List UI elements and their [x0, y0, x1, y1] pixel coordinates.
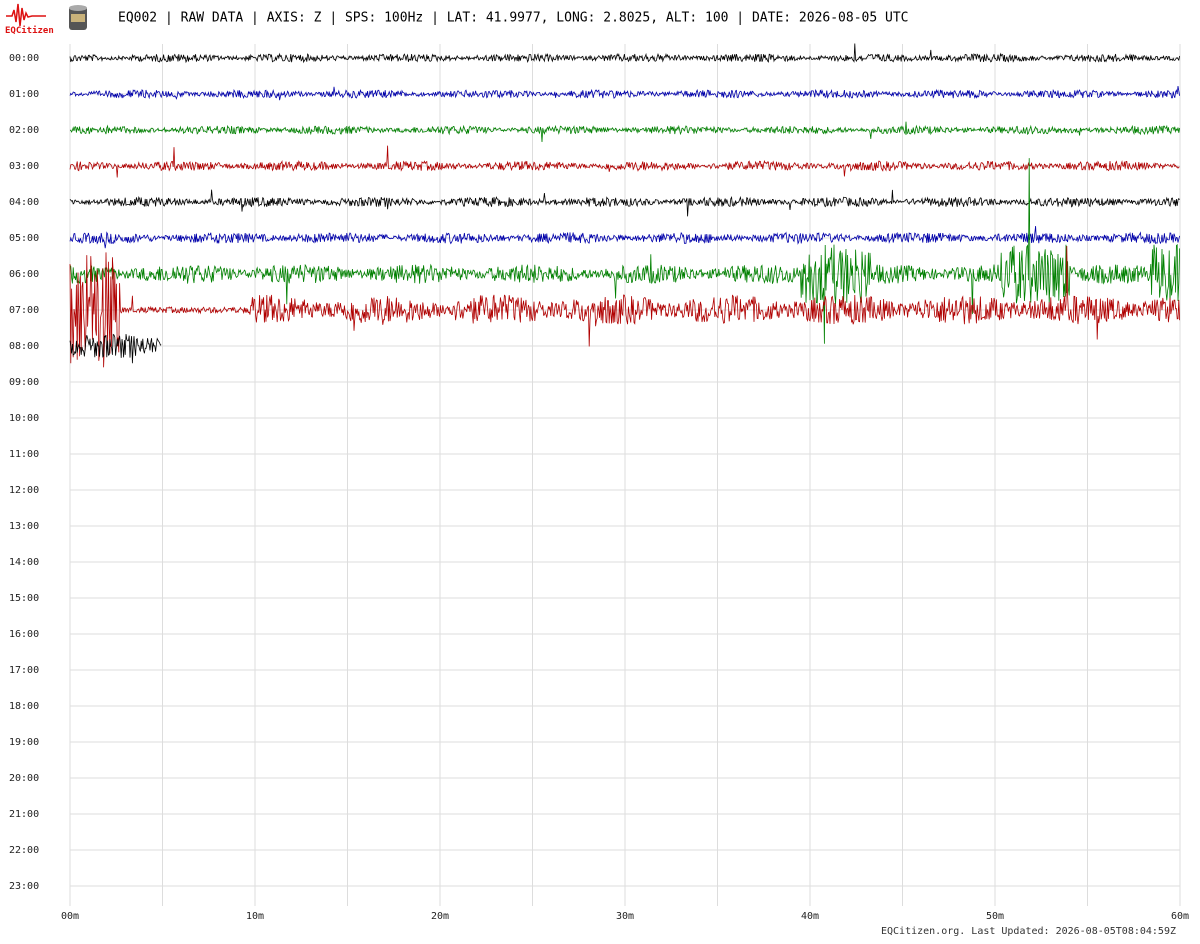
trace — [69, 189, 1180, 217]
minute-label: 30m — [616, 911, 634, 922]
labels: 00:00 01:00 02:00 03:00 04:00 05:00 06:00 07:00… — [9, 53, 1189, 922]
row-label: 17:00 — [9, 665, 39, 676]
row-label: 23:00 — [9, 881, 39, 892]
row-label: 01:00 — [9, 89, 39, 100]
row-label: 03:00 — [9, 161, 39, 172]
row-label: 14:00 — [9, 557, 39, 568]
logo: EQCitizen — [5, 3, 87, 36]
minute-label: 40m — [801, 911, 819, 922]
row-label: 09:00 — [9, 377, 39, 388]
logo-wave — [6, 3, 46, 27]
row-label: 11:00 — [9, 449, 39, 460]
row-label: 22:00 — [9, 845, 39, 856]
trace — [69, 145, 1180, 178]
traces — [69, 43, 1180, 368]
minute-label: 10m — [246, 911, 264, 922]
minute-label: 20m — [431, 911, 449, 922]
row-label: 19:00 — [9, 737, 39, 748]
trace — [69, 225, 1180, 249]
row-label: 00:00 — [9, 53, 39, 64]
row-label: 21:00 — [9, 809, 39, 820]
grid — [69, 44, 1181, 906]
row-label: 20:00 — [9, 773, 39, 784]
footer: EQCitizen.org. Last Updated: 2026-08-05T… — [881, 926, 1176, 937]
trace — [69, 245, 1180, 368]
row-label: 18:00 — [9, 701, 39, 712]
row-label: 12:00 — [9, 485, 39, 496]
row-label: 13:00 — [9, 521, 39, 532]
row-label: 07:00 — [9, 305, 39, 316]
logo-text: EQCitizen — [5, 25, 54, 36]
sensor-top — [69, 5, 87, 11]
row-label: 15:00 — [9, 593, 39, 604]
row-label: 02:00 — [9, 125, 39, 136]
row-label: 10:00 — [9, 413, 39, 424]
row-label: 06:00 — [9, 269, 39, 280]
trace — [69, 333, 162, 364]
trace — [69, 43, 1180, 64]
sensor-label — [71, 14, 85, 22]
minute-label: 00m — [61, 911, 79, 922]
minute-label: 60m — [1171, 911, 1189, 922]
trace — [69, 121, 1180, 143]
trace — [69, 158, 1180, 344]
trace — [69, 86, 1180, 101]
row-label: 04:00 — [9, 197, 39, 208]
header-title: EQ002 | RAW DATA | AXIS: Z | SPS: 100Hz … — [118, 11, 909, 26]
row-label: 05:00 — [9, 233, 39, 244]
minute-label: 50m — [986, 911, 1004, 922]
row-label: 16:00 — [9, 629, 39, 640]
row-label: 08:00 — [9, 341, 39, 352]
